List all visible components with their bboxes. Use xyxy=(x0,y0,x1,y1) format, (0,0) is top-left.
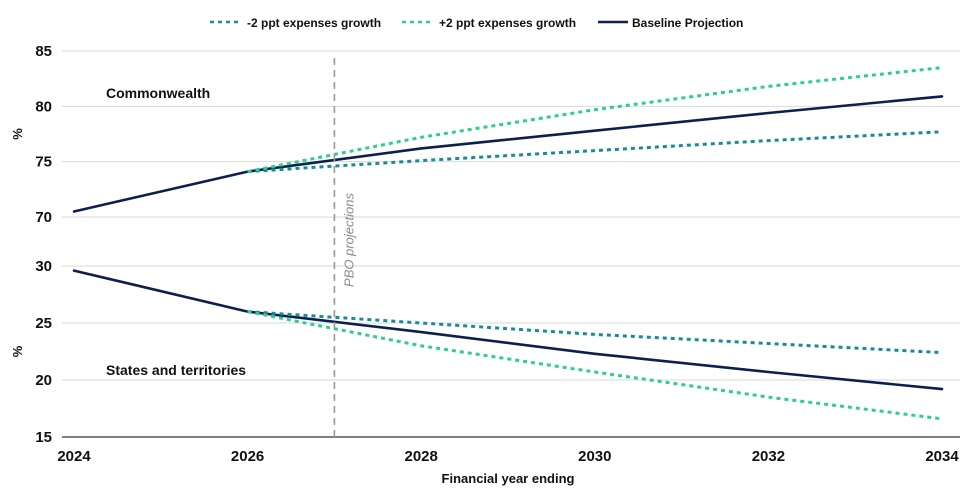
legend-label: -2 ppt expenses growth xyxy=(247,16,381,30)
x-tick-label: 2032 xyxy=(752,448,785,465)
y-tick-label: 15 xyxy=(35,429,52,446)
panel-label: States and territories xyxy=(106,362,246,378)
panel-label: Commonwealth xyxy=(106,85,210,101)
series-line-2-ppt-expenses-growth xyxy=(247,310,943,421)
y-tick-label: 85 xyxy=(35,43,52,60)
x-tick-label: 2026 xyxy=(231,448,264,465)
y-axis-label: % xyxy=(10,128,25,140)
series-line-2-ppt-expenses-growth xyxy=(247,310,943,355)
legend-label: Baseline Projection xyxy=(632,16,743,30)
series-line-baseline-projection xyxy=(72,269,944,391)
legend-label: +2 ppt expenses growth xyxy=(439,16,576,30)
y-tick-label: 70 xyxy=(35,209,52,226)
series-line-2-ppt-expenses-growth xyxy=(247,130,943,174)
y-tick-label: 75 xyxy=(35,154,52,171)
series-line-2-ppt-expenses-growth xyxy=(247,66,943,174)
y-tick-label: 20 xyxy=(35,372,52,389)
y-axis-label: % xyxy=(10,345,25,357)
y-tick-label: 30 xyxy=(35,258,52,275)
x-axis-label: Financial year ending xyxy=(442,471,575,486)
x-tick-label: 2024 xyxy=(57,448,91,465)
x-tick-label: 2028 xyxy=(405,448,438,465)
x-tick-label: 2030 xyxy=(578,448,611,465)
series-line-baseline-projection xyxy=(72,95,944,213)
x-tick-label: 2034 xyxy=(925,448,959,465)
y-tick-label: 25 xyxy=(35,315,52,332)
y-tick-label: 80 xyxy=(35,98,52,115)
projection-annotation: PBO projections xyxy=(341,193,356,287)
